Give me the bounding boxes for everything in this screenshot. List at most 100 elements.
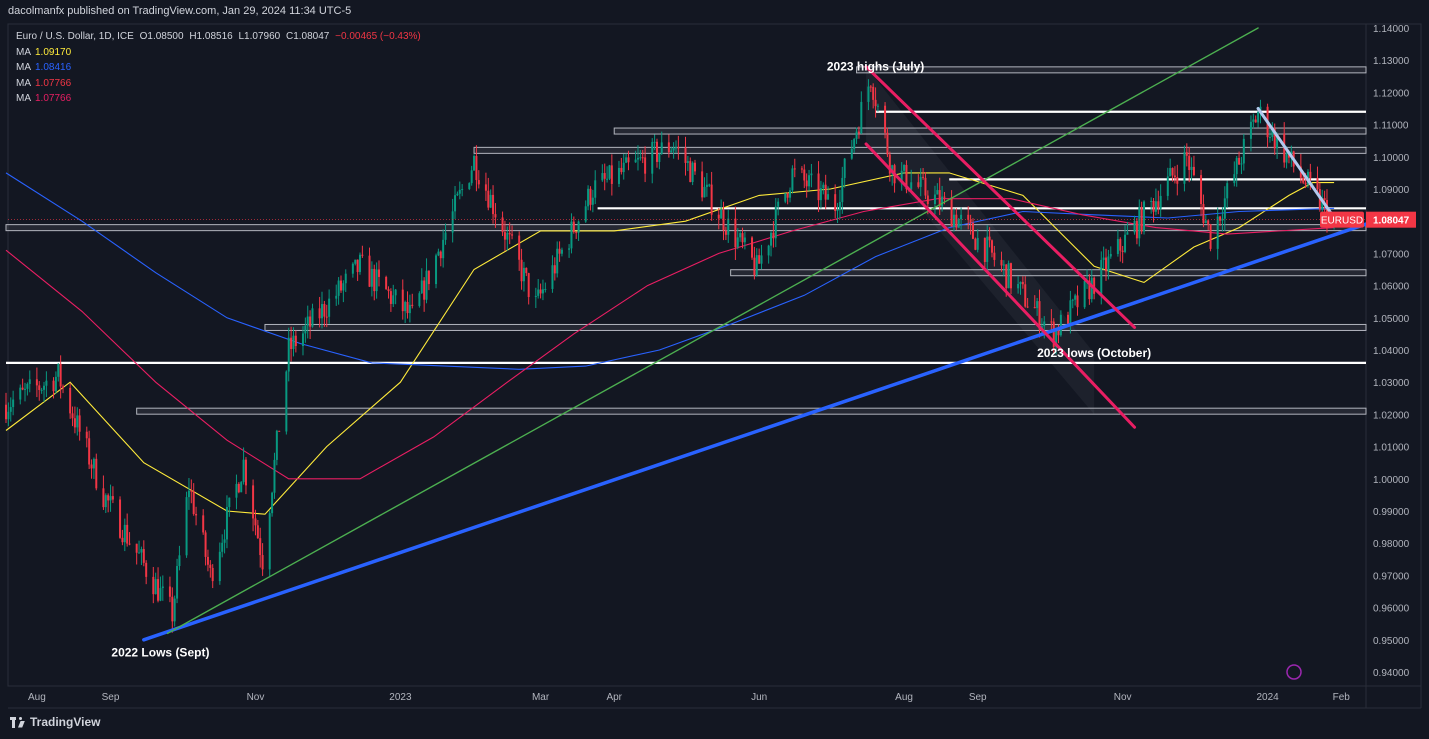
support-resistance-zone[interactable] <box>613 127 1367 135</box>
candle-body <box>850 148 853 159</box>
ma-label: MA <box>16 62 31 73</box>
trendline[interactable] <box>864 65 1137 329</box>
candle-body <box>285 371 288 432</box>
candle-body <box>1192 166 1195 176</box>
candle-body <box>1133 220 1136 233</box>
price-tick-label: 1.04000 <box>1373 346 1410 357</box>
candle-body <box>242 459 245 483</box>
candle-body <box>1019 281 1022 285</box>
support-resistance-zone[interactable] <box>730 269 1367 277</box>
candle-body <box>237 483 240 493</box>
candle-body <box>594 180 597 198</box>
support-resistance-zone[interactable] <box>473 146 1367 154</box>
candle-body <box>570 221 573 249</box>
candle-body <box>45 380 48 386</box>
candle-body <box>1116 239 1119 254</box>
support-resistance-zone[interactable] <box>856 66 1367 74</box>
candle-body <box>587 188 590 207</box>
candle-body <box>301 333 304 347</box>
candle-body <box>824 184 827 200</box>
candle-body <box>952 214 955 227</box>
candle-body <box>1024 284 1027 307</box>
price-tick-label: 1.09000 <box>1373 185 1410 196</box>
candle-body <box>1233 174 1236 184</box>
candle-body <box>1249 121 1252 139</box>
candle-body <box>767 245 770 256</box>
price-tick-label: 0.99000 <box>1373 507 1410 518</box>
trendline[interactable] <box>166 27 1259 635</box>
candle-body <box>1124 234 1127 252</box>
candle-body <box>456 193 459 196</box>
candle-body <box>969 219 972 223</box>
candle-body <box>1235 157 1238 175</box>
candle-body <box>653 141 656 143</box>
candle-body <box>420 280 423 294</box>
candle-body <box>221 542 224 552</box>
candle-body <box>705 184 708 187</box>
candle-body <box>309 316 312 327</box>
candle-body <box>1026 306 1029 308</box>
candle-body <box>534 295 537 298</box>
candle-body <box>1316 177 1319 190</box>
candle-body <box>351 263 354 274</box>
candle-body <box>855 131 858 139</box>
candle-body <box>651 142 654 174</box>
candle-body <box>54 376 57 392</box>
candle-body <box>406 301 409 314</box>
candle-body <box>43 385 46 390</box>
candle-body <box>841 177 844 203</box>
candle-body <box>1216 216 1219 249</box>
candle-body <box>903 164 906 171</box>
price-tick-label: 0.97000 <box>1373 571 1410 582</box>
price-tick-label: 1.13000 <box>1373 56 1410 67</box>
candle-body <box>789 190 792 198</box>
candle-body <box>468 183 471 190</box>
candle-body <box>772 232 775 239</box>
candle-body <box>943 196 946 198</box>
candle-body <box>1154 201 1157 212</box>
ohlc-high: H1.08516 <box>189 31 233 42</box>
price-tick-label: 1.02000 <box>1373 410 1410 421</box>
support-resistance-zone[interactable] <box>264 323 1367 331</box>
candle-body <box>686 161 689 163</box>
candle-body <box>168 586 171 597</box>
time-tick-label: Sep <box>102 692 120 703</box>
ohlc-low: L1.07960 <box>238 31 281 42</box>
price-tick-label: 1.11000 <box>1373 121 1409 132</box>
candle-body <box>1285 153 1288 163</box>
candle-body <box>988 236 991 241</box>
candle-body <box>273 459 276 493</box>
trendline[interactable] <box>1256 107 1341 226</box>
support-resistance-zone[interactable] <box>136 407 1367 415</box>
trendline[interactable] <box>142 219 1377 642</box>
candle-body <box>52 380 55 392</box>
candle-body <box>1126 232 1129 235</box>
candle-body <box>268 513 271 570</box>
candle-body <box>539 289 542 294</box>
candle-body <box>1185 152 1188 156</box>
candle-body <box>511 234 514 236</box>
replay-icon[interactable] <box>1286 664 1302 680</box>
candle-body <box>73 418 76 428</box>
candle-body <box>62 386 65 388</box>
candle-body <box>572 221 575 233</box>
candle-body <box>1209 224 1212 249</box>
candle-body <box>971 222 974 239</box>
candle-body <box>439 251 442 259</box>
candle-body <box>983 237 986 262</box>
candle-body <box>843 158 846 178</box>
tradingview-logo-icon <box>10 716 26 728</box>
candle-body <box>90 464 93 469</box>
candle-body <box>584 206 587 222</box>
trendline[interactable] <box>864 142 1137 429</box>
time-tick-label: Apr <box>606 692 622 703</box>
candle-body <box>135 543 138 553</box>
candle-body <box>527 273 530 298</box>
candle-body <box>677 147 680 149</box>
candle-body <box>119 499 122 538</box>
candle-body <box>1157 201 1160 209</box>
candle-body <box>159 588 162 601</box>
candle-body <box>408 304 411 314</box>
candle-body <box>1223 198 1226 219</box>
